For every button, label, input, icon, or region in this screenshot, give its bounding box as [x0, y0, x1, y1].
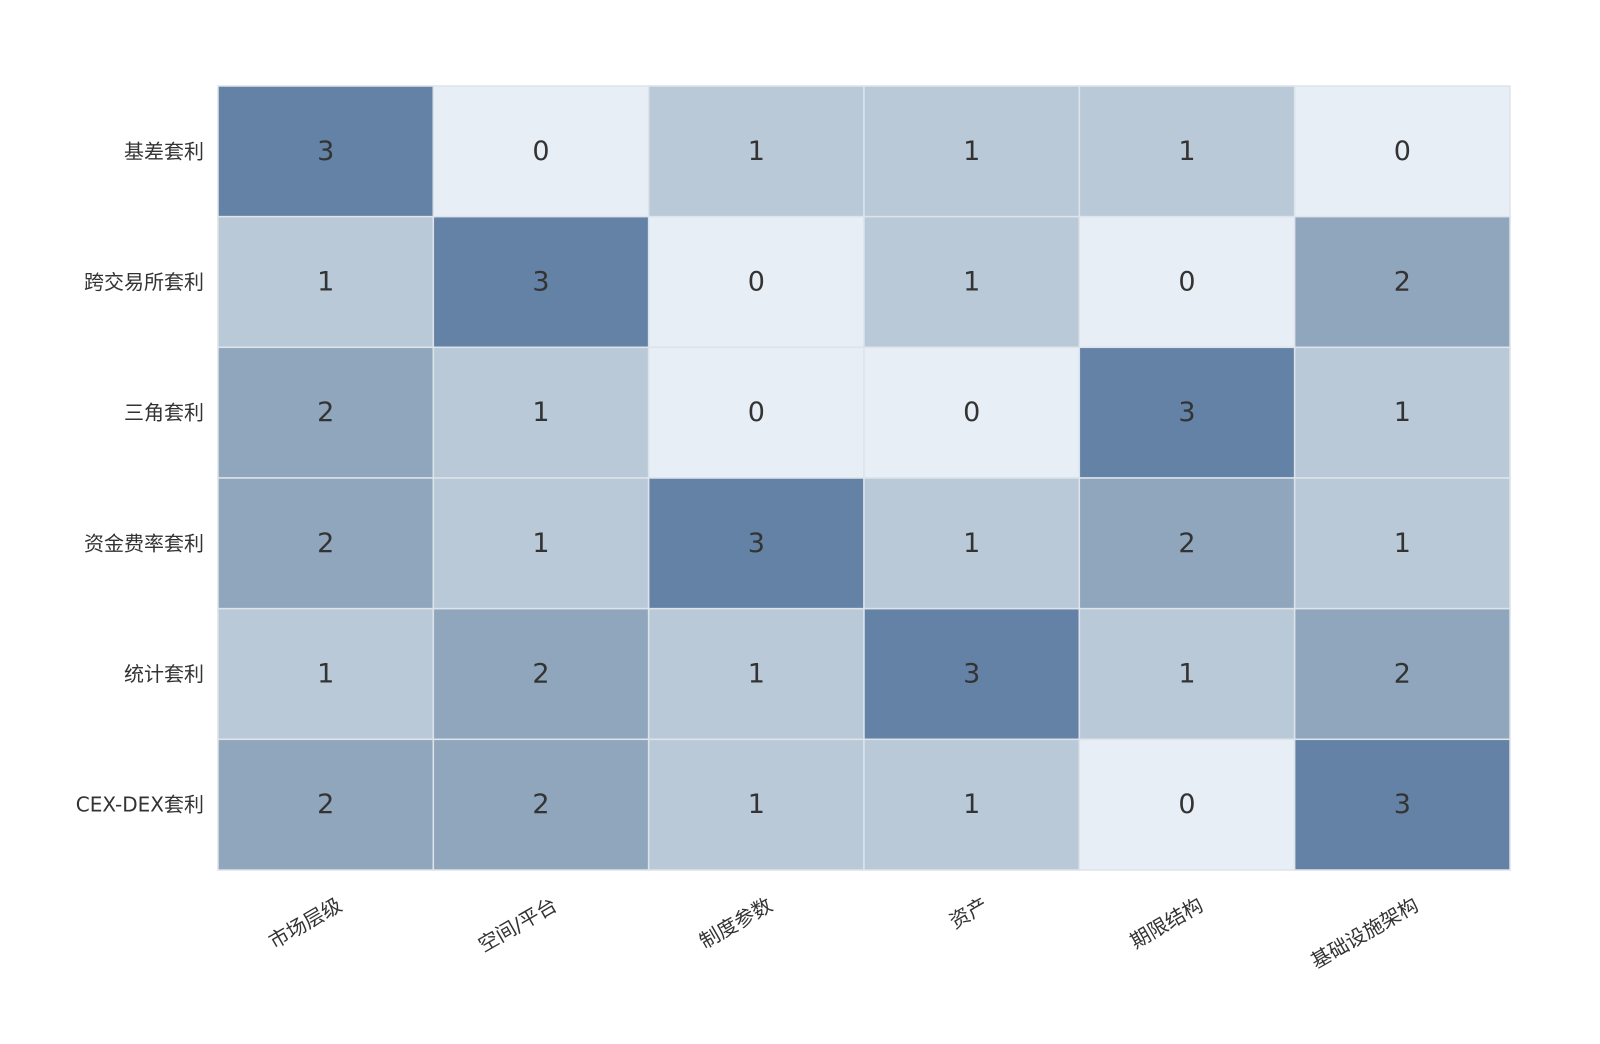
cell-value-label: 1: [317, 267, 334, 298]
heatmap-cell: [432, 477, 650, 610]
cell-value-label: 1: [317, 659, 334, 690]
heatmap-cell: [1078, 607, 1296, 741]
heatmap-cell: [1078, 346, 1296, 479]
cell-value-label: 2: [317, 528, 334, 559]
column-label: 资产: [945, 893, 992, 934]
heatmap-cell: [647, 85, 865, 218]
heatmap-cell: [432, 215, 650, 349]
cell-value-label: 3: [532, 267, 549, 298]
heatmap-cells: 3 0 1 1 1 0 1 3 0 1 0 2 2 1 0 0 3 1 2 1 3 1 2 1 1 2 1 3 1 2 2 2 1 1 0 3: [217, 85, 1511, 871]
column-label: 期限结构: [1126, 893, 1207, 954]
cell-value-label: 3: [748, 528, 765, 559]
heatmap-cell: [1293, 738, 1511, 871]
heatmap-cell: [647, 607, 865, 741]
cell-value-label: 2: [317, 789, 334, 820]
cell-value-label: 2: [532, 789, 549, 820]
heatmap-cell: [1293, 607, 1511, 741]
cell-value-label: 3: [1178, 397, 1195, 428]
row-label: 基差套利: [124, 139, 204, 163]
cell-value-label: 1: [1178, 136, 1195, 167]
cell-value-label: 1: [532, 397, 549, 428]
heatmap-cell: [1293, 85, 1511, 218]
cell-value-label: 3: [317, 136, 334, 167]
heatmap-cell: [217, 738, 435, 871]
cell-value-label: 0: [963, 397, 980, 428]
cell-value-label: 0: [748, 267, 765, 298]
cell-value-label: 2: [1178, 528, 1195, 559]
column-label: 空间/平台: [474, 893, 561, 957]
heatmap-cell: [863, 477, 1081, 610]
cell-value-label: 1: [748, 659, 765, 690]
heatmap-cell: [1293, 346, 1511, 479]
cell-value-label: 2: [1394, 659, 1411, 690]
row-label: CEX-DEX套利: [76, 793, 204, 817]
column-labels: 市场层级 空间/平台 制度参数 资产 期限结构 基础设施架构: [264, 893, 1422, 974]
heatmap-cell: [217, 85, 435, 218]
cell-value-label: 3: [963, 659, 980, 690]
cell-value-label: 1: [1394, 397, 1411, 428]
heatmap-cell: [863, 738, 1081, 871]
cell-value-label: 1: [748, 789, 765, 820]
cell-value-label: 0: [1178, 789, 1195, 820]
column-label: 基础设施架构: [1307, 893, 1423, 974]
cell-value-label: 1: [532, 528, 549, 559]
row-label: 跨交易所套利: [84, 270, 204, 294]
heatmap-cell: [1293, 477, 1511, 610]
cell-value-label: 1: [963, 136, 980, 167]
heatmap-cell: [863, 85, 1081, 218]
cell-value-label: 1: [748, 136, 765, 167]
heatmap-cell: [1078, 477, 1296, 610]
cell-value-label: 1: [1394, 528, 1411, 559]
column-label: 制度参数: [695, 893, 776, 954]
row-label: 统计套利: [124, 662, 204, 686]
heatmap-cell: [1078, 85, 1296, 218]
heatmap-cell: [217, 477, 435, 610]
cell-value-label: 0: [1178, 267, 1195, 298]
heatmap-cell: [217, 346, 435, 479]
cell-value-label: 1: [963, 267, 980, 298]
heatmap-cell: [647, 477, 865, 610]
cell-value-label: 2: [1394, 267, 1411, 298]
heatmap-cell: [647, 346, 865, 479]
row-label: 三角套利: [124, 401, 204, 425]
cell-value-label: 1: [963, 528, 980, 559]
cell-value-label: 2: [317, 397, 334, 428]
cell-value-label: 1: [1178, 659, 1195, 690]
cell-value-label: 3: [1394, 789, 1411, 820]
cell-value-label: 0: [1394, 136, 1411, 167]
heatmap-cell: [863, 346, 1081, 479]
heatmap-cell: [217, 607, 435, 741]
cell-value-label: 0: [748, 397, 765, 428]
heatmap-cell: [863, 607, 1081, 741]
row-label: 资金费率套利: [84, 531, 204, 555]
cell-value-label: 1: [963, 789, 980, 820]
heatmap-cell: [1293, 215, 1511, 349]
column-label: 市场层级: [264, 893, 345, 954]
heatmap-cell: [1078, 738, 1296, 871]
cell-value-label: 2: [532, 659, 549, 690]
heatmap-cell: [863, 215, 1081, 349]
heatmap-cell: [432, 85, 650, 218]
heatmap-cell: [432, 346, 650, 479]
cell-value-label: 0: [532, 136, 549, 167]
